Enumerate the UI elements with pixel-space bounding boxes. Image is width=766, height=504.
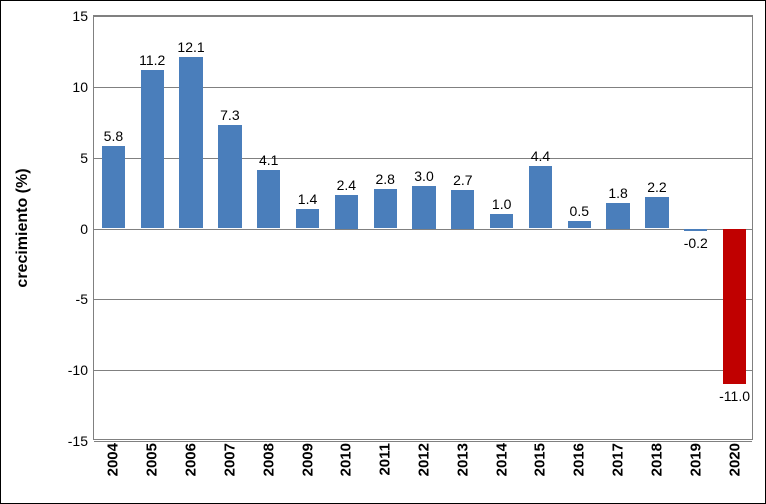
x-tick-label: 2012 xyxy=(416,443,433,476)
x-tick-label: 2004 xyxy=(105,443,122,476)
y-tick-label: 10 xyxy=(72,79,88,95)
bar-value-label: 2.4 xyxy=(337,177,356,193)
bar xyxy=(335,195,358,229)
gridline xyxy=(94,370,752,371)
bar xyxy=(374,189,397,229)
y-tick-label: 0 xyxy=(80,221,88,237)
gridline xyxy=(94,16,752,17)
x-tick-label: 2010 xyxy=(338,443,355,476)
bar xyxy=(645,197,668,228)
x-tick-label: 2007 xyxy=(221,443,238,476)
x-tick-label: 2014 xyxy=(493,443,510,476)
gridline xyxy=(94,441,752,442)
bar xyxy=(102,146,125,228)
y-tick-label: -15 xyxy=(68,433,88,449)
gridline xyxy=(94,299,752,300)
bar xyxy=(141,70,164,229)
bar xyxy=(257,170,280,228)
bar-value-label: 2.2 xyxy=(647,179,666,195)
gridline xyxy=(94,229,752,230)
growth-bar-chart: crecimiento (%) -15-10-50510155.8200411.… xyxy=(0,0,766,504)
x-tick-label: 2020 xyxy=(726,443,743,476)
bar-value-label: 1.8 xyxy=(608,185,627,201)
x-tick-label: 2011 xyxy=(377,443,394,476)
bar xyxy=(296,209,319,229)
bar-value-label: 11.2 xyxy=(139,52,165,68)
bar xyxy=(529,166,552,228)
bar-value-label: 2.7 xyxy=(453,172,472,188)
bar-value-label: 12.1 xyxy=(177,39,204,55)
y-tick-label: 15 xyxy=(72,8,88,24)
y-axis-title: crecimiento (%) xyxy=(14,168,32,287)
bar-value-label: -11.0 xyxy=(719,388,750,404)
y-tick-label: -5 xyxy=(76,291,88,307)
x-tick-label: 2013 xyxy=(454,443,471,476)
x-tick-label: 2019 xyxy=(687,443,704,476)
bar xyxy=(684,229,707,232)
bar-value-label: 1.0 xyxy=(492,196,511,212)
bar xyxy=(412,186,435,229)
bar-value-label: 0.5 xyxy=(570,203,589,219)
y-tick-label: -10 xyxy=(68,362,88,378)
x-tick-label: 2006 xyxy=(183,443,200,476)
plot-area: -15-10-50510155.8200411.2200512.120067.3… xyxy=(93,15,753,440)
bar xyxy=(490,214,513,228)
x-tick-label: 2005 xyxy=(144,443,161,476)
y-tick-label: 5 xyxy=(80,150,88,166)
x-tick-label: 2017 xyxy=(610,443,627,476)
bar-value-label: 1.4 xyxy=(298,191,317,207)
x-tick-label: 2008 xyxy=(260,443,277,476)
bar xyxy=(606,203,629,229)
bar xyxy=(218,125,241,228)
bar-value-label: 7.3 xyxy=(220,107,239,123)
x-tick-label: 2018 xyxy=(648,443,665,476)
bar-value-label: 3.0 xyxy=(414,168,433,184)
bar xyxy=(723,229,746,385)
x-tick-label: 2015 xyxy=(532,443,549,476)
x-tick-label: 2009 xyxy=(299,443,316,476)
bar-value-label: -0.2 xyxy=(684,235,708,251)
bar xyxy=(568,221,591,228)
bar-value-label: 4.4 xyxy=(531,148,550,164)
bar xyxy=(179,57,202,228)
bar xyxy=(451,190,474,228)
bar-value-label: 2.8 xyxy=(375,171,394,187)
bar-value-label: 4.1 xyxy=(259,152,278,168)
bar-value-label: 5.8 xyxy=(104,128,123,144)
x-tick-label: 2016 xyxy=(571,443,588,476)
